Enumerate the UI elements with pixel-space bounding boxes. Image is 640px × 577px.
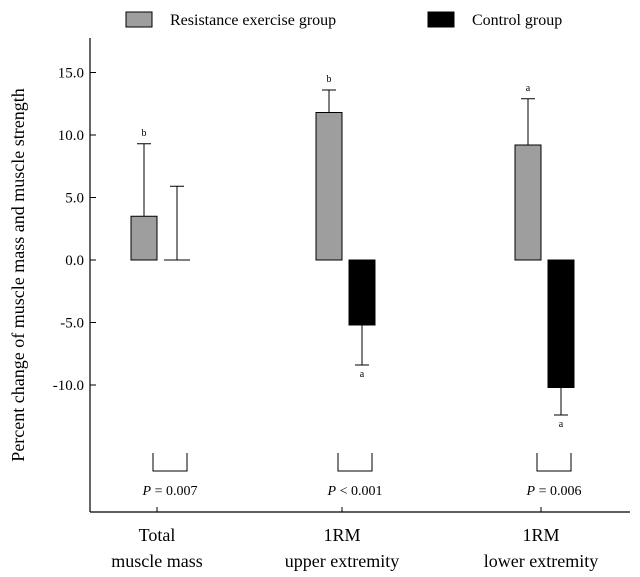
y-tick-label: -10.0 (53, 378, 84, 394)
p-value-label: P < 0.001 (327, 484, 383, 499)
x-axis: Total muscle mass 1RM upper extremity 1RM low… (90, 507, 630, 571)
p-value-bracket (337, 453, 373, 472)
y-tick-label: -5.0 (60, 316, 84, 332)
p-value-annotations: P = 0.007 P < 0.001 P = 0.006 (142, 453, 582, 499)
y-tick-label: 0.0 (65, 253, 84, 269)
legend-label: Control group (472, 12, 562, 29)
significance-letter: a (526, 83, 531, 94)
bar (130, 215, 158, 261)
y-tick-label: 15.0 (58, 66, 84, 82)
category-label-line1: Total (139, 525, 176, 545)
y-tick-label: 10.0 (58, 128, 84, 144)
significance-letter: a (360, 369, 365, 380)
legend: Resistance exercise group Control group (125, 11, 562, 29)
p-value-bracket (152, 453, 188, 472)
legend-swatch (125, 11, 153, 28)
significance-letter: a (559, 419, 564, 430)
p-symbol: P (526, 484, 536, 499)
significance-letter: b (142, 128, 147, 139)
bar (315, 112, 343, 261)
significance-letter: b (327, 74, 332, 85)
p-value-text: = 0.006 (535, 484, 581, 499)
bar (348, 259, 376, 326)
p-value-text: < 0.001 (336, 484, 382, 499)
p-symbol: P (142, 484, 152, 499)
p-value-bracket (536, 453, 572, 472)
bars (130, 112, 575, 388)
p-value-text: = 0.007 (151, 484, 197, 499)
legend-swatch (427, 11, 455, 28)
bar (514, 144, 542, 261)
y-tick-label: 5.0 (65, 191, 84, 207)
bar (547, 259, 575, 388)
y-axis-title: Percent change of muscle mass and muscle… (8, 88, 28, 461)
category-label-line2: upper extremity (285, 551, 399, 571)
legend-label: Resistance exercise group (170, 12, 336, 29)
category-label-line2: muscle mass (111, 551, 203, 571)
significance-labels: b b a a a (142, 74, 564, 430)
category-label-line2: lower extremity (484, 551, 598, 571)
category-label-line1: 1RM (522, 525, 559, 545)
p-symbol: P (327, 484, 337, 499)
error-bars (137, 89, 568, 416)
y-axis: 15.0 10.0 5.0 0.0 -5.0 -10.0 (53, 38, 96, 512)
p-value-label: P = 0.006 (526, 484, 582, 499)
category-label-line1: 1RM (323, 525, 360, 545)
p-value-label: P = 0.007 (142, 484, 198, 499)
